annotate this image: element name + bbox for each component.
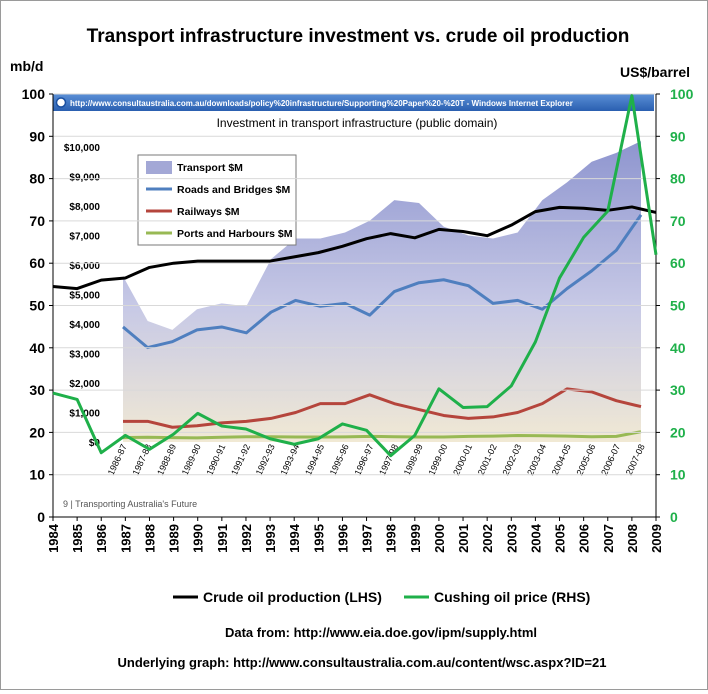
left-tick-label: 100: [22, 86, 46, 102]
left-tick-label: 20: [29, 424, 45, 440]
x-tick-label: 1984: [46, 523, 61, 553]
x-tick-label: 1988: [142, 524, 157, 553]
inset-window-caption: http://www.consultaustralia.com.au/downl…: [70, 99, 573, 108]
left-tick-label: 60: [29, 255, 45, 271]
inset-y-tick-label: $6,000: [69, 261, 100, 272]
inset-y-tick-label: $5,000: [69, 291, 100, 302]
right-tick-label: 40: [670, 340, 686, 356]
inset-series-line-2: [123, 387, 642, 429]
inset-legend-label: Roads and Bridges $M: [177, 184, 290, 196]
right-tick-label: 30: [670, 382, 686, 398]
left-tick-label: 40: [29, 340, 45, 356]
inset-legend-swatch: [146, 161, 172, 174]
x-tick-label: 2005: [553, 524, 568, 553]
x-tick-label: 2001: [456, 524, 471, 553]
inset-area-layer: [123, 141, 641, 442]
right-y-axis: 0 10 20 30 40 50 60 70 80 90 100: [656, 86, 694, 525]
inset-y-tick-label: $3,000: [69, 350, 100, 361]
inset-legend-label: Transport $M: [177, 162, 243, 174]
legend-label-crude-oil: Crude oil production (LHS): [203, 589, 382, 605]
series-line-crude-oil: [52, 205, 657, 291]
x-tick-label: 1986: [94, 524, 109, 553]
inset-y-tick-label: $0: [89, 438, 101, 449]
inset-series-line-3: [122, 430, 642, 440]
inset-window-titlebar: [53, 94, 654, 111]
left-tick-label: 70: [29, 213, 45, 229]
grid-lines: [52, 93, 657, 518]
inset-y-tick-label: $9,000: [69, 173, 100, 184]
ie-logo-icon: [55, 97, 67, 108]
source-note: Data from: http://www.eia.doe.gov/ipm/su…: [225, 625, 537, 640]
inset-legend: Transport $M Roads and Bridges $M Railways…: [137, 154, 297, 246]
left-tick-label: 90: [29, 128, 45, 144]
x-tick-label: 2007: [601, 524, 616, 553]
inset-footer: 9 | Transporting Australia's Future: [63, 499, 197, 509]
inset-title: Investment in transport infrastructure (…: [217, 116, 498, 130]
left-tick-label: 50: [29, 298, 45, 314]
right-tick-label: 70: [670, 213, 686, 229]
x-tick-label: 2008: [625, 524, 640, 553]
x-tick-label: 1994: [287, 523, 302, 553]
inset-y-tick-label: $8,000: [69, 202, 100, 213]
inset-legend-label: Ports and Harbours $M: [177, 228, 293, 240]
right-tick-label: 20: [670, 424, 686, 440]
x-tick-label: 1990: [191, 524, 206, 553]
right-tick-label: 100: [670, 86, 694, 102]
x-tick-label: 2000: [432, 524, 447, 553]
left-tick-label: 0: [37, 509, 45, 525]
right-tick-label: 90: [670, 128, 686, 144]
x-tick-label: 1993: [263, 524, 278, 553]
right-tick-label: 80: [670, 171, 686, 187]
inset-y-tick-label: $2,000: [69, 379, 100, 390]
left-tick-label: 30: [29, 382, 45, 398]
x-tick-label: 2004: [528, 523, 543, 553]
inset-y-tick-label: $10,000: [64, 143, 101, 154]
x-tick-label: 2009: [649, 524, 664, 553]
x-tick-label: 1996: [335, 524, 350, 553]
inset-legend-label: Railways $M: [177, 206, 240, 218]
x-tick-label: 2002: [480, 524, 495, 553]
x-tick-label: 1998: [384, 524, 399, 553]
inset-series-line-1: [122, 213, 643, 350]
x-tick-label: 1997: [360, 524, 375, 553]
underlying-graph-note: Underlying graph: http://www.consultaust…: [118, 655, 607, 670]
x-tick-label: 1995: [311, 524, 326, 553]
inset-series-area-transport: [123, 141, 641, 442]
left-tick-label: 10: [29, 467, 45, 483]
x-tick-label: 1991: [215, 524, 230, 553]
right-tick-label: 50: [670, 298, 686, 314]
x-tick-label: 2003: [504, 524, 519, 553]
right-tick-label: 10: [670, 467, 686, 483]
series-line-cushing: [52, 94, 658, 458]
x-tick-label: 1985: [70, 524, 85, 553]
chart-title: Transport infrastructure investment vs. …: [87, 26, 630, 47]
left-axis-unit: mb/d: [10, 58, 43, 74]
inset-line-layer: [122, 213, 643, 440]
x-tick-label: 2006: [577, 524, 592, 553]
inset-y-tick-label: $4,000: [69, 320, 100, 331]
left-tick-label: 80: [29, 171, 45, 187]
x-tick-label: 1989: [167, 524, 182, 553]
x-axis: 1984 1985 1986 1987 1988 1989 1990 1991 1992 1993…: [46, 517, 664, 553]
inset-y-axis: $0$1,000$2,000$3,000$4,000$5,000$6,000$7…: [64, 143, 101, 449]
right-tick-label: 60: [670, 255, 686, 271]
inset-y-tick-label: $7,000: [69, 232, 100, 243]
right-axis-unit: US$/barrel: [620, 64, 690, 80]
x-tick-label: 1999: [408, 524, 423, 553]
right-tick-label: 0: [670, 509, 678, 525]
left-y-axis: 0 10 20 30 40 50 60 70 80 90 100: [22, 86, 53, 525]
inset-legend-items: Transport $M Roads and Bridges $M Railways…: [146, 161, 293, 240]
legend-label-cushing: Cushing oil price (RHS): [434, 589, 590, 605]
series-layer: [52, 94, 658, 458]
x-tick-label: 1992: [239, 524, 254, 553]
x-tick-label: 1987: [118, 524, 133, 553]
legend: Crude oil production (LHS) Cushing oil p…: [173, 589, 590, 605]
